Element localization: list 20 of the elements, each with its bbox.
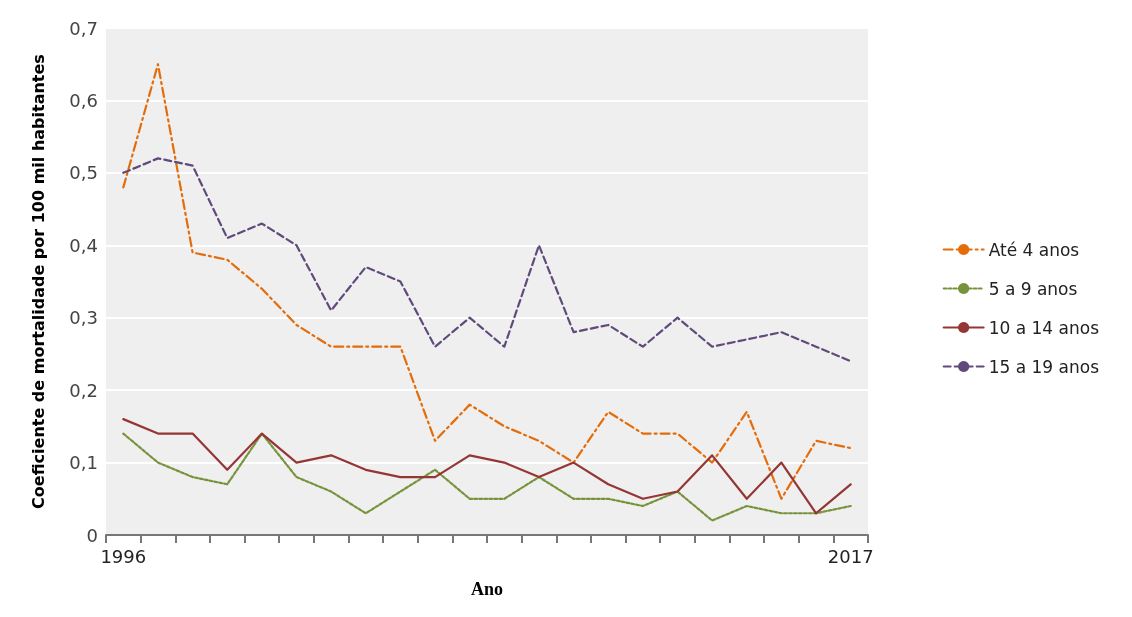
y-tick-label: 0,2 [69, 379, 98, 401]
x-tick-label: 1996 [100, 545, 147, 567]
x-tick-label: 2017 [827, 545, 874, 567]
y-tick-label: 0,5 [69, 162, 98, 184]
y-tick-label: 0,3 [69, 307, 98, 329]
x-axis-title: Ano [470, 579, 504, 599]
y-tick-label: 0,1 [69, 452, 98, 474]
y-tick-label: 0 [86, 524, 98, 546]
legend-label: 15 a 19 anos [988, 356, 1100, 377]
line-series [122, 63, 852, 500]
y-tick-label: 0,6 [69, 89, 98, 111]
y-tick-label: 0,4 [69, 234, 98, 256]
line-series [122, 157, 852, 363]
legend-label: 10 a 14 anos [988, 317, 1100, 338]
y-axis-title: Coeficiente de mortalidade por 100 mil habitantes [28, 54, 48, 509]
line-series [122, 432, 852, 522]
legend-label: Até 4 anos [988, 239, 1080, 260]
y-tick-label: 0,7 [69, 17, 98, 39]
legend-label: 5 a 9 anos [988, 278, 1078, 299]
line-series [122, 418, 852, 515]
